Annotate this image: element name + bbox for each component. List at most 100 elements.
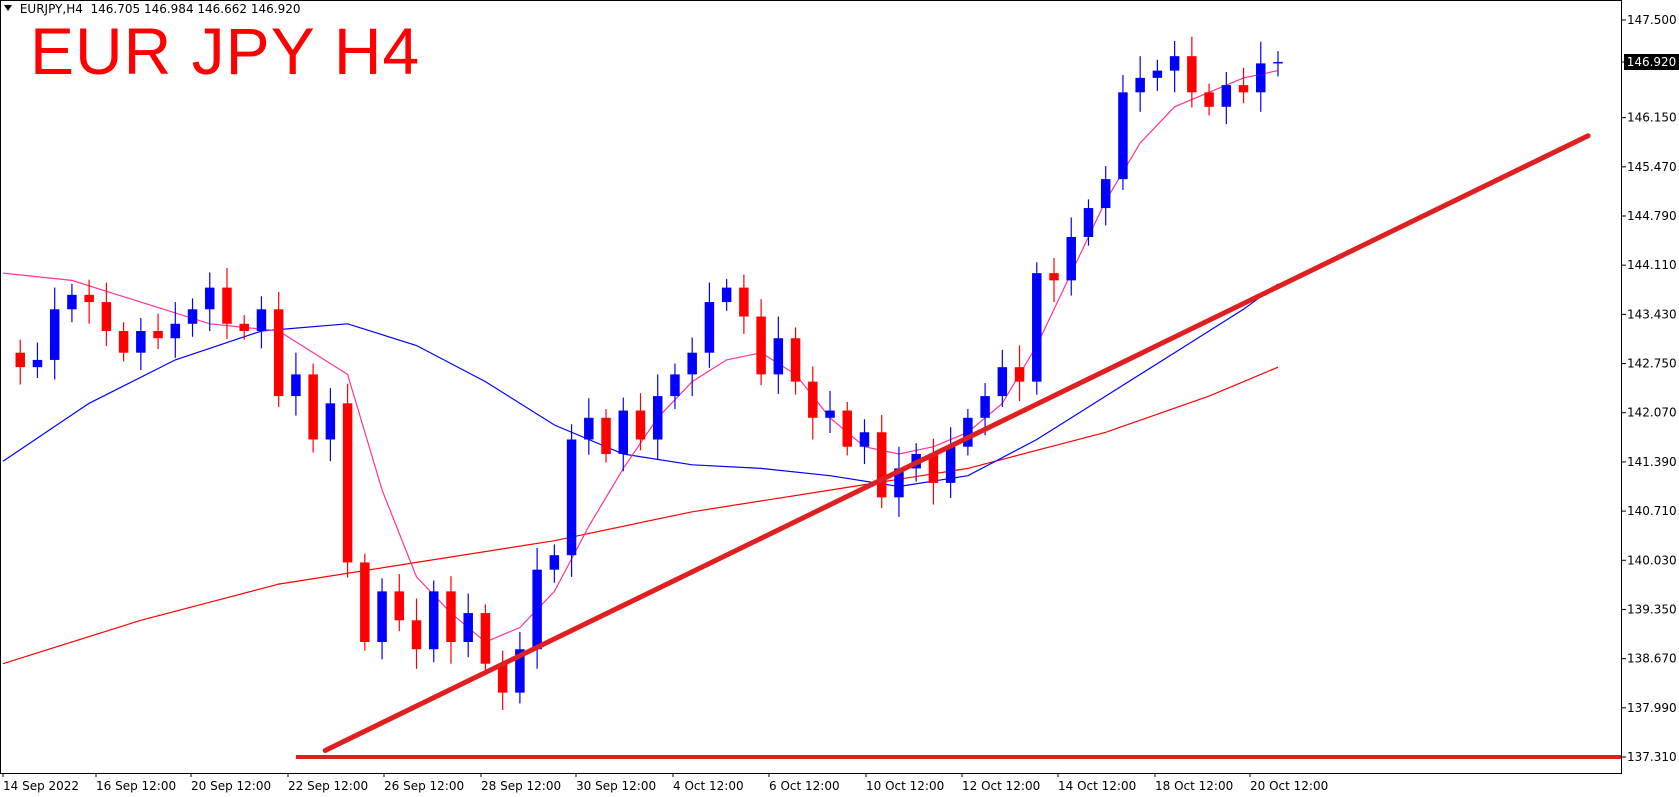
candle-body xyxy=(1083,208,1094,237)
candle-body xyxy=(1152,70,1163,78)
ascending-trendline[interactable] xyxy=(322,133,1591,753)
candle-body xyxy=(394,591,405,621)
current-price-badge: 146.920 xyxy=(1624,53,1679,70)
moving-average-fast xyxy=(2,70,1279,643)
symbol-timeframe: EURJPY,H4 xyxy=(19,2,83,16)
x-tick-label: 18 Oct 12:00 xyxy=(1155,779,1233,793)
candle-body xyxy=(342,403,353,563)
candle-body xyxy=(291,374,301,397)
candle-body xyxy=(325,403,336,440)
y-tick-label: 141.390 xyxy=(1627,455,1677,469)
candle-body xyxy=(704,302,715,353)
candle-body xyxy=(928,453,939,483)
candle-body xyxy=(273,309,284,397)
candle-body xyxy=(894,468,904,498)
candle-body xyxy=(1135,77,1145,93)
chart-header: EURJPY,H4 146.705 146.984 146.662 146.92… xyxy=(4,2,300,16)
x-tick-label: 20 Sep 12:00 xyxy=(191,779,271,793)
candle-body xyxy=(670,374,680,397)
candle-body xyxy=(497,663,508,693)
candle-body xyxy=(859,432,870,447)
low-price: 146.662 xyxy=(197,2,248,16)
y-tick-label: 138.670 xyxy=(1627,652,1677,666)
candle-body xyxy=(825,410,835,418)
candle-body xyxy=(377,591,387,643)
candle-body xyxy=(170,323,181,339)
x-tick-label: 30 Sep 12:00 xyxy=(576,779,656,793)
y-tick-label: 142.070 xyxy=(1627,406,1677,420)
candle-body xyxy=(1066,236,1076,281)
y-tick-label: 146.150 xyxy=(1627,111,1677,125)
candle-body xyxy=(601,417,611,454)
candle-body xyxy=(997,367,1008,397)
high-price: 146.984 xyxy=(143,2,194,16)
candle-body xyxy=(842,410,852,447)
candle-body xyxy=(566,439,577,556)
x-tick-label: 10 Oct 12:00 xyxy=(866,779,944,793)
candle-body xyxy=(222,287,232,324)
y-tick-label: 139.350 xyxy=(1627,602,1677,616)
x-tick-label: 28 Sep 12:00 xyxy=(481,779,561,793)
candle-body xyxy=(945,446,956,483)
candle-body xyxy=(739,287,749,317)
candle-body xyxy=(463,613,473,643)
candle-body xyxy=(239,323,249,332)
x-tick-label: 12 Oct 12:00 xyxy=(962,779,1040,793)
dropdown-triangle-icon[interactable] xyxy=(4,5,12,11)
x-tick-label: 26 Sep 12:00 xyxy=(384,779,464,793)
candle-body xyxy=(84,294,94,303)
candle-body xyxy=(49,309,60,360)
moving-average-slow xyxy=(2,366,1279,665)
candle-body xyxy=(446,591,456,643)
candle-body xyxy=(1169,56,1180,71)
candle-body xyxy=(635,410,646,440)
candle-body xyxy=(584,417,594,440)
y-tick-label: 140.030 xyxy=(1627,553,1677,567)
y-tick-label: 144.110 xyxy=(1627,258,1677,272)
candle-body xyxy=(1221,85,1232,107)
y-tick-label: 137.990 xyxy=(1627,701,1677,715)
candle-body xyxy=(532,569,542,650)
candle-body xyxy=(360,562,370,643)
candle-body xyxy=(1049,273,1059,281)
candle-body xyxy=(549,555,560,570)
candle-body xyxy=(1100,179,1111,209)
chart-overlay-title: EUR JPY H4 xyxy=(30,14,421,88)
candle-body xyxy=(411,620,422,650)
candle-body xyxy=(652,396,663,440)
candle-body xyxy=(756,316,766,375)
candle-body xyxy=(480,613,491,664)
x-tick-label: 22 Sep 12:00 xyxy=(288,779,368,793)
candle-body xyxy=(618,410,629,454)
candle-body xyxy=(256,309,267,332)
open-price: 146.705 xyxy=(90,2,141,16)
candle-body xyxy=(32,359,43,368)
candle-body xyxy=(773,338,784,375)
candle-body xyxy=(136,331,146,353)
candle-body xyxy=(308,374,318,440)
candle-body xyxy=(15,352,25,368)
candle-body xyxy=(187,309,198,324)
candle-body xyxy=(1238,85,1249,93)
candle-body xyxy=(1187,56,1197,93)
y-tick-label: 137.310 xyxy=(1627,750,1677,764)
candle-body xyxy=(1273,61,1283,64)
candle-body xyxy=(790,338,801,382)
candle-body xyxy=(963,417,973,447)
candle-body xyxy=(1118,92,1128,180)
candle-body xyxy=(205,287,215,310)
candle-body xyxy=(808,381,818,418)
y-tick-label: 144.790 xyxy=(1627,209,1677,223)
candle-body xyxy=(515,649,525,693)
x-tick-label: 16 Sep 12:00 xyxy=(96,779,176,793)
y-tick-label: 140.710 xyxy=(1627,504,1677,518)
y-tick-label: 147.500 xyxy=(1627,13,1677,27)
candle-body xyxy=(687,352,697,375)
x-tick-label: 6 Oct 12:00 xyxy=(769,779,840,793)
y-tick-label: 145.470 xyxy=(1627,160,1677,174)
close-price: 146.920 xyxy=(250,2,301,16)
candle-body xyxy=(1014,367,1025,382)
plot-frame xyxy=(0,0,1622,774)
y-tick-label: 142.750 xyxy=(1627,357,1677,371)
